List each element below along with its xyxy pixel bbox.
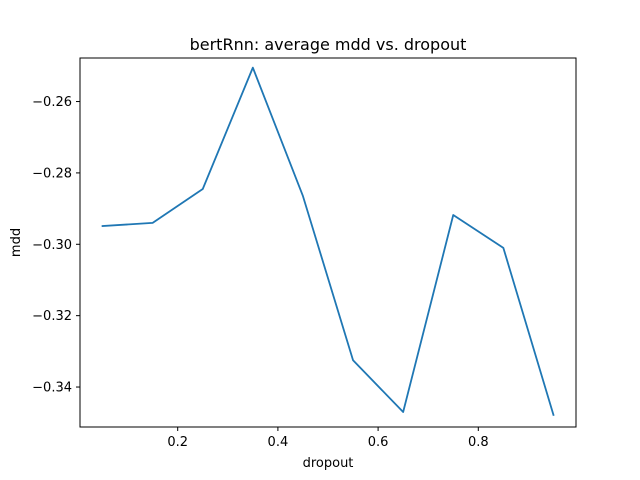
y-tick-label-0: −0.26 [32, 95, 72, 110]
x-tick-label-3: 0.8 [468, 435, 489, 450]
x-tick-label-0: 0.2 [167, 435, 188, 450]
y-tick-label-4: −0.34 [32, 381, 72, 396]
x-tick-label-1: 0.4 [268, 435, 289, 450]
series-line-0 [101, 66, 555, 416]
y-tick-label-3: −0.32 [32, 309, 72, 324]
y-axis-label: mdd [9, 228, 24, 257]
plot-frame [79, 57, 577, 428]
x-axis-ticks: 0.2 0.4 0.6 0.8 [167, 427, 489, 450]
series-group [101, 66, 555, 416]
y-tick-label-2: −0.30 [32, 238, 72, 253]
plot-area [80, 58, 576, 427]
x-tick-label-2: 0.6 [368, 435, 389, 450]
y-axis-ticks: −0.26 −0.28 −0.30 −0.32 −0.34 [32, 95, 80, 396]
y-tick-label-1: −0.28 [32, 166, 72, 181]
chart-title: bertRnn: average mdd vs. dropout [190, 35, 467, 54]
x-axis-label: dropout [303, 456, 354, 471]
